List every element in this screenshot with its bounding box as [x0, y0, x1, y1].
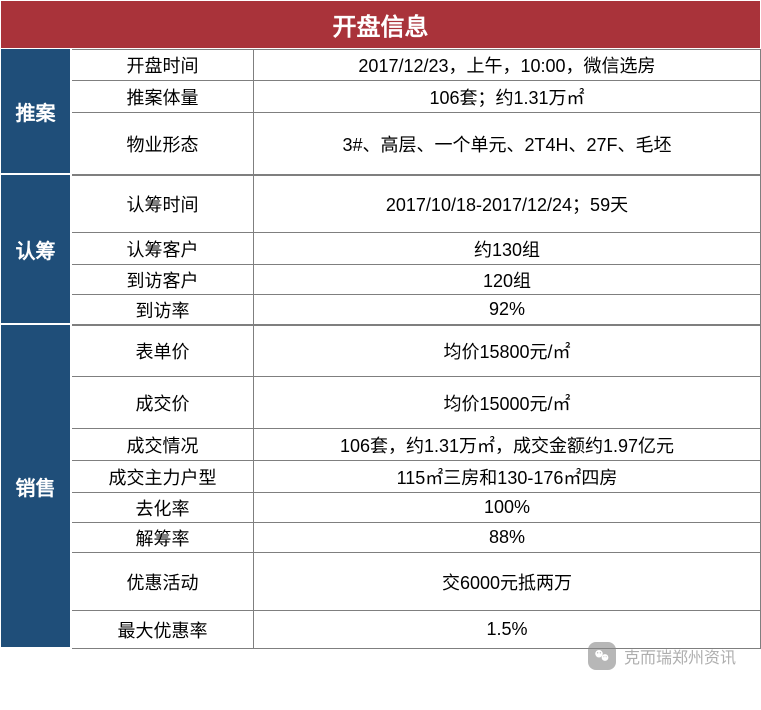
row-label: 开盘时间	[72, 50, 254, 80]
info-table: 开盘信息 推案开盘时间2017/12/23，上午，10:00，微信选房推案体量1…	[0, 0, 761, 649]
row-label: 认筹时间	[72, 176, 254, 232]
row-value: 2017/10/18-2017/12/24；59天	[254, 176, 761, 232]
table-row: 认筹时间2017/10/18-2017/12/24；59天	[72, 175, 761, 233]
section: 推案开盘时间2017/12/23，上午，10:00，微信选房推案体量106套；约…	[0, 49, 761, 175]
section: 认筹认筹时间2017/10/18-2017/12/24；59天认筹客户约130组…	[0, 175, 761, 325]
row-label: 成交主力户型	[72, 461, 254, 492]
row-value: 120组	[254, 265, 761, 294]
row-label: 最大优惠率	[72, 611, 254, 648]
table-row: 成交主力户型115㎡三房和130-176㎡四房	[72, 461, 761, 493]
section-rows: 认筹时间2017/10/18-2017/12/24；59天认筹客户约130组到访…	[72, 175, 761, 325]
row-label: 认筹客户	[72, 233, 254, 264]
row-label: 优惠活动	[72, 553, 254, 610]
row-label: 表单价	[72, 326, 254, 376]
section: 销售表单价均价15800元/㎡成交价均价15000元/㎡成交情况106套，约1.…	[0, 325, 761, 649]
section-label: 销售	[0, 325, 72, 649]
row-value: 3#、高层、一个单元、2T4H、27F、毛坯	[254, 113, 761, 174]
row-value: 106套，约1.31万㎡，成交金额约1.97亿元	[254, 429, 761, 460]
row-value: 88%	[254, 523, 761, 552]
table-row: 解筹率88%	[72, 523, 761, 553]
row-label: 解筹率	[72, 523, 254, 552]
row-value: 交6000元抵两万	[254, 553, 761, 610]
table-row: 到访客户120组	[72, 265, 761, 295]
table-row: 开盘时间2017/12/23，上午，10:00，微信选房	[72, 49, 761, 81]
watermark: 克而瑞郑州资讯	[588, 642, 736, 670]
table-row: 物业形态3#、高层、一个单元、2T4H、27F、毛坯	[72, 113, 761, 175]
section-label: 认筹	[0, 175, 72, 325]
row-value: 92%	[254, 295, 761, 324]
table-row: 表单价均价15800元/㎡	[72, 325, 761, 377]
row-value: 约130组	[254, 233, 761, 264]
row-value: 均价15800元/㎡	[254, 326, 761, 376]
row-label: 到访客户	[72, 265, 254, 294]
watermark-text: 克而瑞郑州资讯	[624, 644, 736, 668]
row-value: 2017/12/23，上午，10:00，微信选房	[254, 50, 761, 80]
table-row: 推案体量106套；约1.31万㎡	[72, 81, 761, 113]
row-label: 物业形态	[72, 113, 254, 174]
row-label: 去化率	[72, 493, 254, 522]
row-value: 115㎡三房和130-176㎡四房	[254, 461, 761, 492]
table-row: 优惠活动交6000元抵两万	[72, 553, 761, 611]
row-label: 成交价	[72, 377, 254, 428]
table-row: 去化率100%	[72, 493, 761, 523]
row-label: 成交情况	[72, 429, 254, 460]
row-value: 100%	[254, 493, 761, 522]
row-value: 106套；约1.31万㎡	[254, 81, 761, 112]
section-rows: 表单价均价15800元/㎡成交价均价15000元/㎡成交情况106套，约1.31…	[72, 325, 761, 649]
table-body: 推案开盘时间2017/12/23，上午，10:00，微信选房推案体量106套；约…	[0, 49, 761, 649]
row-label: 到访率	[72, 295, 254, 324]
section-label: 推案	[0, 49, 72, 175]
table-row: 认筹客户约130组	[72, 233, 761, 265]
table-row: 成交情况106套，约1.31万㎡，成交金额约1.97亿元	[72, 429, 761, 461]
table-row: 成交价均价15000元/㎡	[72, 377, 761, 429]
row-value: 均价15000元/㎡	[254, 377, 761, 428]
table-row: 到访率92%	[72, 295, 761, 325]
row-label: 推案体量	[72, 81, 254, 112]
table-title: 开盘信息	[0, 0, 761, 49]
wechat-icon	[588, 642, 616, 670]
section-rows: 开盘时间2017/12/23，上午，10:00，微信选房推案体量106套；约1.…	[72, 49, 761, 175]
